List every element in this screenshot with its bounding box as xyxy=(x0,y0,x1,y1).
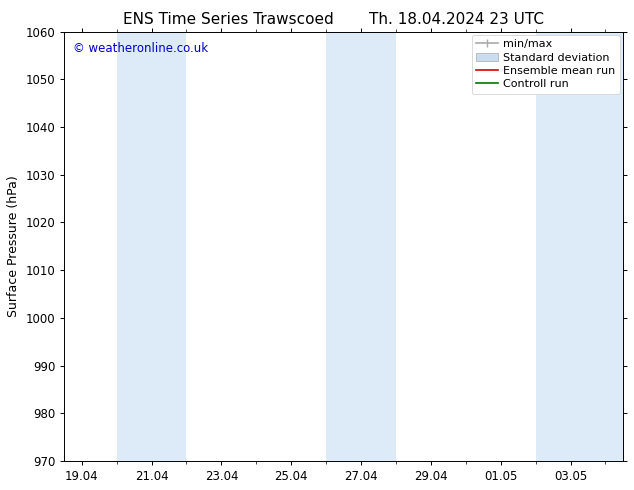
Text: Th. 18.04.2024 23 UTC: Th. 18.04.2024 23 UTC xyxy=(369,12,544,27)
Bar xyxy=(117,31,186,461)
Y-axis label: Surface Pressure (hPa): Surface Pressure (hPa) xyxy=(7,175,20,317)
Text: ENS Time Series Trawscoed: ENS Time Series Trawscoed xyxy=(123,12,333,27)
Bar xyxy=(536,31,623,461)
Bar xyxy=(326,31,396,461)
Legend: min/max, Standard deviation, Ensemble mean run, Controll run: min/max, Standard deviation, Ensemble me… xyxy=(472,35,619,94)
Text: © weatheronline.co.uk: © weatheronline.co.uk xyxy=(73,42,208,55)
